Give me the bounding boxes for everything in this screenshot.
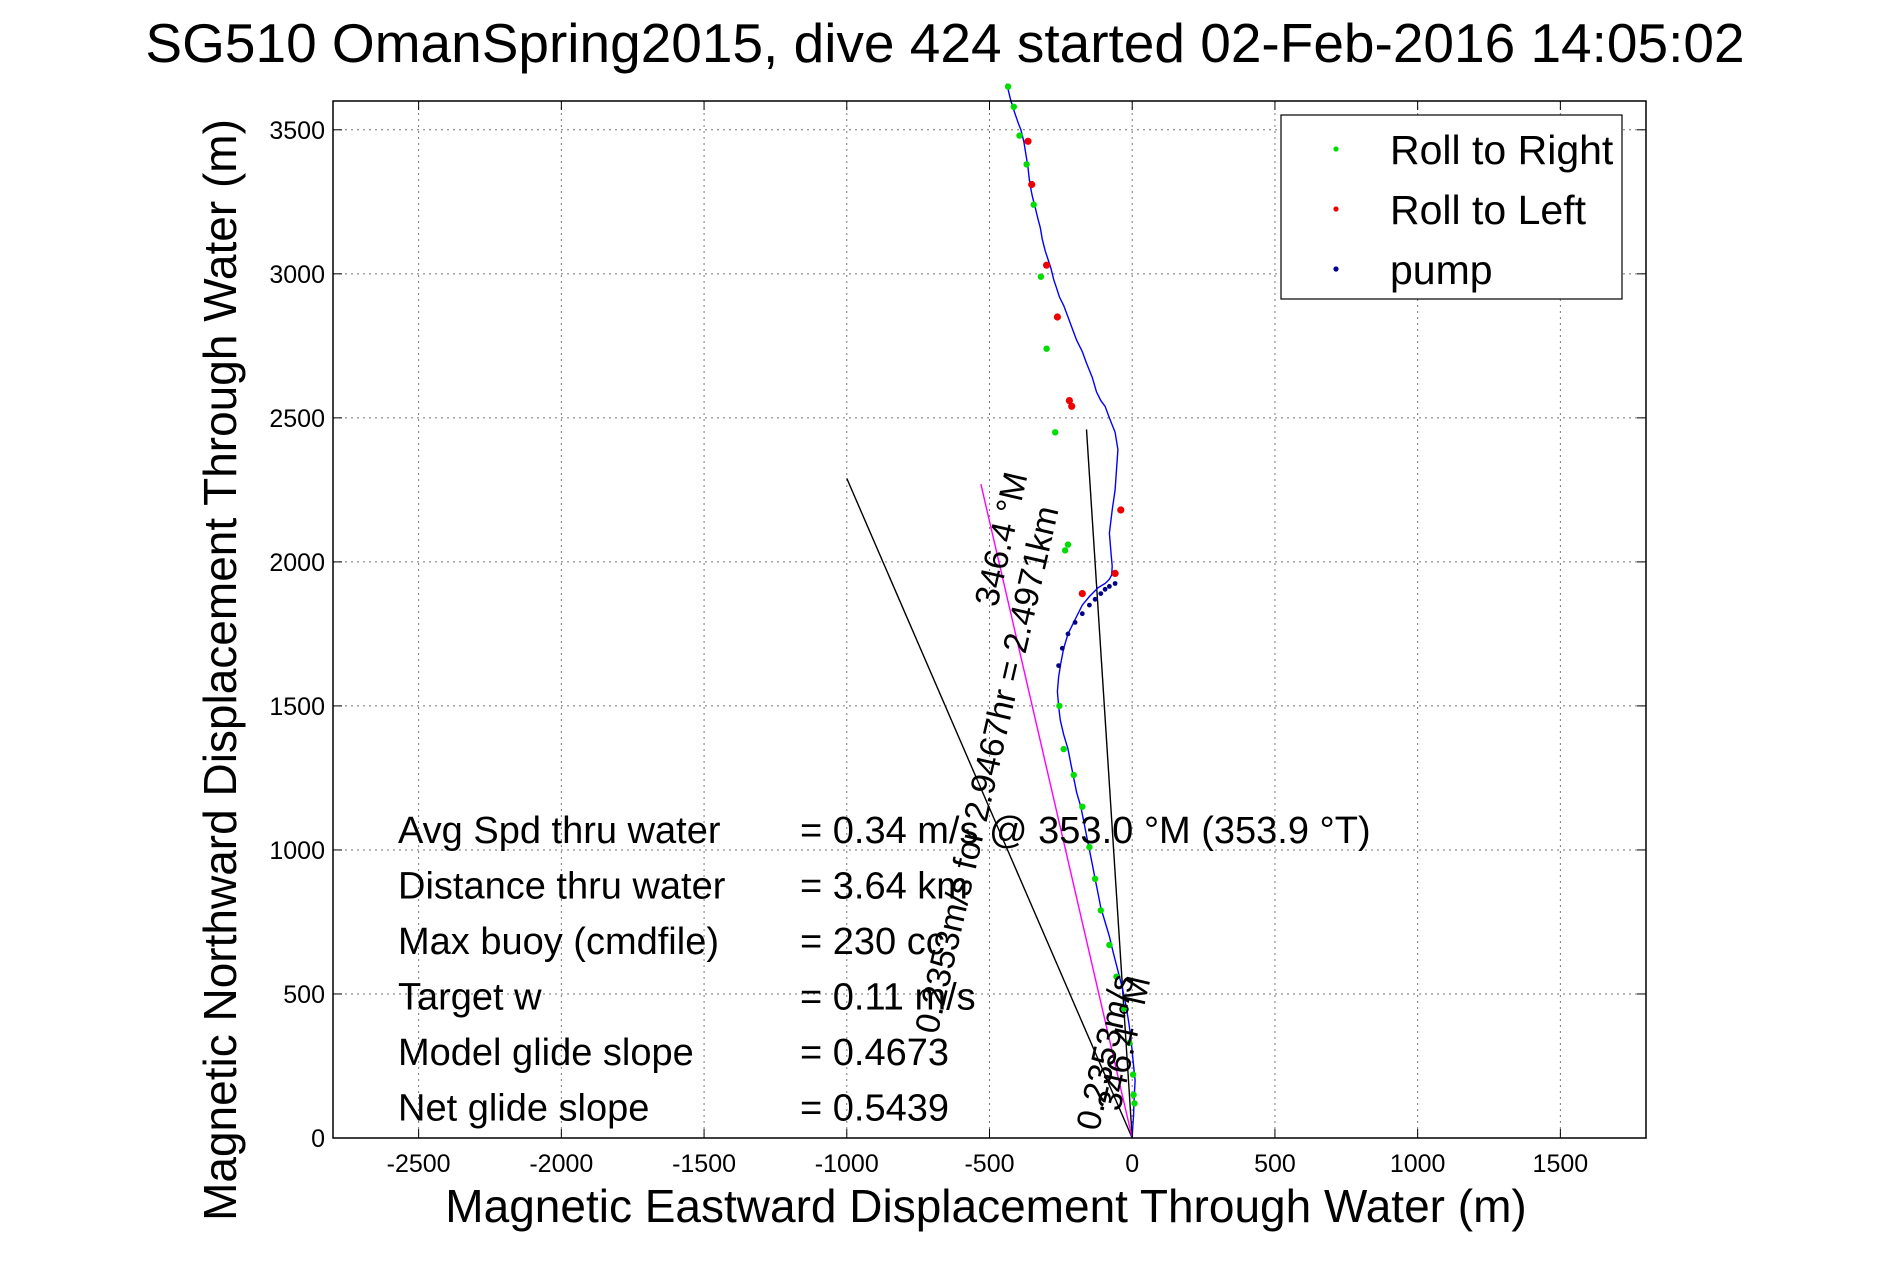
roll-right-point: [1130, 1091, 1137, 1099]
reference-lines: [846, 429, 1133, 1139]
heading-line: [980, 483, 1133, 1139]
roll-right-point: [1106, 941, 1113, 949]
grid-layer: [333, 101, 1646, 1139]
legend-pump-label: pump: [1390, 247, 1493, 293]
roll-left-point: [1078, 590, 1086, 598]
x-tick-label: -1000: [815, 1150, 879, 1178]
y-tick-label: 1000: [269, 837, 325, 865]
pump-point: [1107, 584, 1112, 589]
roll-right-point: [1086, 843, 1093, 851]
legend-roll-right-label: Roll to Right: [1390, 127, 1614, 173]
chart-title: SG510 OmanSpring2015, dive 424 started 0…: [145, 12, 1744, 74]
y-tick-label: 0: [311, 1125, 325, 1153]
roll-left-point: [1068, 402, 1076, 410]
roll-right-point: [1060, 745, 1067, 753]
series-layer: [1004, 83, 1138, 1139]
legend-pump-marker: [1333, 266, 1339, 272]
y-tick-label: 500: [283, 981, 325, 1009]
y-tick-label: 3000: [269, 261, 325, 289]
x-tick-label: 1500: [1533, 1150, 1589, 1178]
pump-point: [1056, 663, 1061, 668]
stat-label: Model glide slope: [398, 1032, 694, 1074]
roll-right-point: [1070, 771, 1077, 779]
roll-right-point: [1016, 132, 1023, 139]
pump-point: [1098, 591, 1104, 596]
pump-point: [1112, 581, 1118, 586]
pump-point: [1087, 602, 1092, 608]
stat-value: = 3.64 km: [800, 866, 968, 908]
pump-point: [1065, 631, 1071, 637]
roll-right-point: [1037, 273, 1045, 280]
x-tick-label: -1500: [672, 1150, 736, 1178]
roll-left-point: [1043, 261, 1051, 269]
roll-right-point: [1131, 1100, 1138, 1107]
stat-value: = 0.4673: [800, 1032, 949, 1074]
roll-right-point: [1129, 1071, 1137, 1078]
roll-right-point: [1023, 161, 1030, 168]
pump-point: [1059, 645, 1065, 651]
stat-value: = 0.5439: [800, 1088, 949, 1130]
roll-right-point: [1061, 547, 1069, 554]
pump-point: [1072, 620, 1078, 625]
roll-right-point: [1043, 345, 1050, 352]
x-tick-label: -2500: [387, 1150, 451, 1178]
legend-roll-left-marker: [1333, 206, 1339, 212]
legend-roll-right-marker: [1333, 146, 1339, 152]
roll-left-point: [1053, 313, 1061, 321]
roll-left-point: [1117, 506, 1125, 514]
roll-right-point: [1126, 1039, 1133, 1047]
roll-right-point: [1010, 103, 1017, 111]
legend: Roll to Right Roll to Left pump: [1280, 114, 1623, 300]
stat-label: Distance thru water: [398, 866, 726, 908]
roll-right-point: [1079, 803, 1086, 810]
roll-right-point: [1091, 875, 1099, 882]
x-tick-label: 0: [1125, 1150, 1139, 1178]
pump-point: [1102, 586, 1108, 592]
roll-right-point: [1113, 973, 1120, 980]
stat-label: Target w: [398, 977, 542, 1019]
x-tick-label: 1000: [1390, 1150, 1446, 1178]
stat-value: = 230 cc: [800, 921, 945, 963]
stat-value: = 0.34 m/s @ 353.0 °M (353.9 °T): [800, 810, 1371, 852]
roll-left-point: [1024, 137, 1032, 145]
pump-point: [1092, 596, 1098, 602]
roll-right-point: [1097, 907, 1105, 914]
y-axis-label: Magnetic Northward Displacement Through …: [194, 119, 246, 1221]
y-tick-label: 2000: [269, 549, 325, 577]
stats-block: Avg Spd thru water = 0.34 m/s @ 353.0 °M …: [398, 810, 1371, 1130]
y-tick-label: 1500: [269, 693, 325, 721]
roll-right-point: [1030, 201, 1037, 208]
roll-left-point: [1111, 569, 1119, 578]
roll-right-point: [1052, 429, 1059, 436]
stat-label: Net glide slope: [398, 1088, 649, 1130]
roll-right-point: [1056, 702, 1063, 710]
y-tick-label: 3500: [269, 117, 325, 145]
ref-line-short: [1085, 429, 1133, 1139]
x-tick-label: 500: [1254, 1150, 1296, 1178]
y-tick-label: 2500: [269, 405, 325, 433]
x-tick-label: -2000: [529, 1150, 593, 1178]
roll-right-point: [1064, 541, 1072, 548]
plot-frame: [332, 100, 1647, 1139]
ref-line-long: [846, 478, 1133, 1139]
plot-area-border: [332, 100, 1647, 1139]
tick-labels: -2500 -2000 -1500 -1000 -500 0 500 1000 1500 0 500…: [269, 117, 1588, 1178]
roll-left-point: [1065, 397, 1073, 405]
legend-roll-left-label: Roll to Left: [1390, 187, 1587, 233]
stat-value: = 0.11 m/s: [800, 977, 976, 1019]
stat-label: Max buoy (cmdfile): [398, 921, 719, 963]
roll-left-point: [1028, 180, 1036, 189]
pump-point: [1079, 611, 1085, 617]
stat-label: Avg Spd thru water: [398, 810, 721, 852]
roll-right-point: [1004, 83, 1012, 90]
x-tick-label: -500: [964, 1150, 1014, 1178]
x-axis-label: Magnetic Eastward Displacement Through W…: [445, 1180, 1526, 1232]
roll-right-point: [1120, 1005, 1127, 1012]
